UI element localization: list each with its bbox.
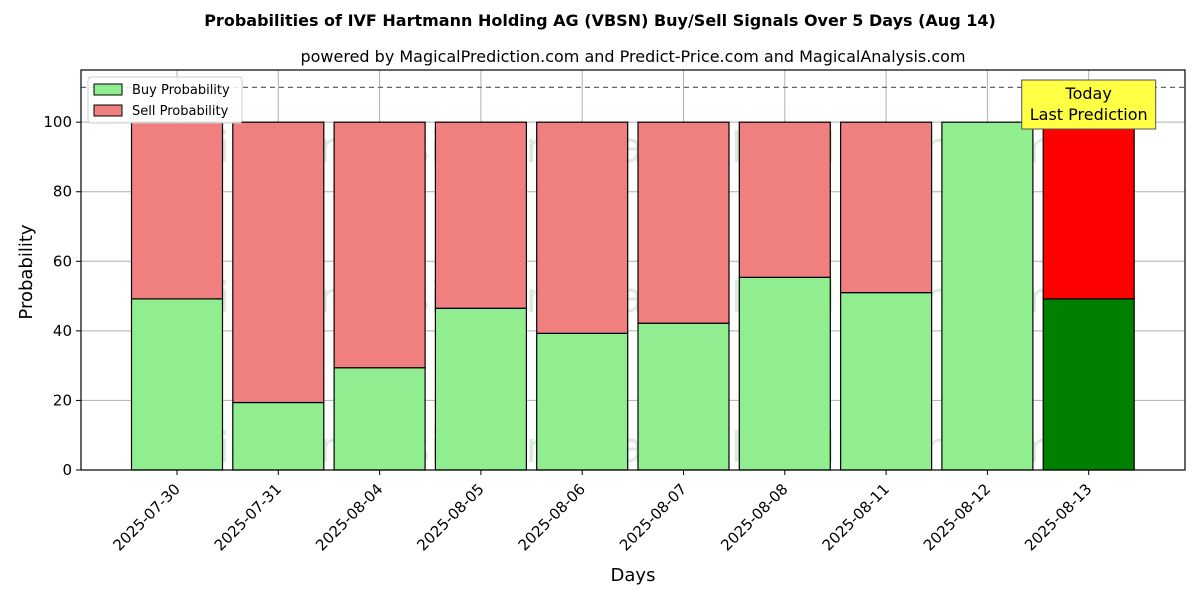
bar-buy [232, 401, 325, 471]
bar-sell [738, 121, 831, 278]
today-annotation-box [1021, 79, 1157, 130]
bar-sell [232, 121, 325, 404]
bar-sell [839, 121, 933, 294]
legend-label: Buy Probability [132, 83, 230, 98]
bar-buy [130, 298, 224, 471]
x-tick-label: 2025-07-30 [109, 480, 183, 554]
plot-frame [80, 69, 1186, 471]
y-axis-label: Probability [16, 224, 37, 319]
y-tick-label: 100 [43, 113, 72, 131]
x-tick-label: 2025-08-04 [312, 480, 386, 554]
x-tick-label: 2025-08-08 [717, 480, 791, 554]
bar-sell [1042, 121, 1135, 300]
bar-buy [333, 367, 426, 471]
bar-sell [434, 121, 527, 309]
legend-swatch [93, 104, 123, 117]
today-annotation-text: Last Prediction [1030, 105, 1148, 124]
x-tick-label: 2025-08-12 [920, 480, 994, 554]
bar-buy [738, 276, 831, 471]
bar-sell [333, 121, 426, 369]
bar-buy [1042, 298, 1135, 471]
bar-buy [434, 307, 527, 471]
x-axis-label: Days [611, 565, 656, 586]
x-tick-label: 2025-08-05 [413, 480, 487, 554]
legend: Buy Probability Sell Probability [87, 76, 243, 124]
x-tick-label: 2025-08-13 [1021, 480, 1095, 554]
bar-sell [130, 121, 224, 300]
bar-sell [536, 121, 629, 334]
bar-buy [839, 292, 933, 471]
x-tick-label: 2025-08-11 [819, 480, 893, 554]
legend-box [87, 76, 243, 124]
bar-buy [536, 332, 629, 471]
chart-title: Probabilities of IVF Hartmann Holding AG… [204, 11, 996, 30]
legend-label: Sell Probability [132, 104, 229, 119]
bar-buy [941, 121, 1034, 471]
y-tick-label: 60 [53, 252, 72, 270]
y-tick-label: 0 [62, 461, 72, 479]
y-tick-label: 20 [53, 391, 72, 409]
today-annotation-text: Today [1065, 84, 1112, 103]
plot-area: 020406080100MagicalAnalysis.comMagicalPr… [43, 69, 1186, 554]
chart-subtitle: powered by MagicalPrediction.com and Pre… [300, 47, 965, 66]
x-tick-label: 2025-08-07 [616, 480, 690, 554]
bar-sell [637, 121, 730, 324]
x-tick-label: 2025-07-31 [211, 480, 285, 554]
bar-buy [637, 322, 730, 471]
x-tick-label: 2025-08-06 [515, 480, 589, 554]
y-tick-label: 40 [53, 322, 72, 340]
y-tick-label: 80 [53, 183, 72, 201]
legend-swatch [93, 83, 123, 96]
